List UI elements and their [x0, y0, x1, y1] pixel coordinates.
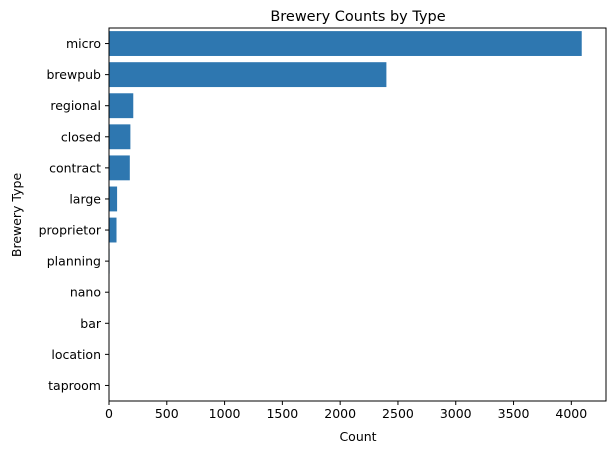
- bar-large: [109, 187, 117, 212]
- bar-closed: [109, 124, 130, 149]
- bar-regional: [109, 93, 133, 118]
- chart-title: Brewery Counts by Type: [270, 9, 445, 25]
- y-axis-label: Brewery Type: [9, 173, 24, 258]
- y-tick-label: brewpub: [46, 67, 101, 82]
- y-axis-ticks: micro brewpub regional closed contract large p…: [39, 36, 109, 393]
- y-tick-label: bar: [80, 316, 102, 331]
- x-tick-label: 3500: [498, 406, 530, 421]
- bar-brewpub: [109, 62, 386, 87]
- x-axis-label: Count: [339, 429, 376, 444]
- x-tick-label: 1000: [209, 406, 241, 421]
- x-tick-label: 2500: [382, 406, 414, 421]
- x-axis-ticks: 0 500 1000 1500 2000 2500 3000 3500 4000: [105, 401, 587, 421]
- y-tick-label: planning: [47, 254, 101, 269]
- y-tick-label: regional: [50, 98, 101, 113]
- x-tick-label: 2000: [324, 406, 356, 421]
- y-tick-label: large: [69, 191, 101, 206]
- x-tick-label: 3000: [440, 406, 472, 421]
- y-tick-label: nano: [70, 285, 101, 300]
- x-tick-label: 4000: [555, 406, 587, 421]
- y-tick-label: micro: [66, 36, 101, 51]
- x-tick-label: 0: [105, 406, 113, 421]
- y-tick-label: location: [51, 347, 101, 362]
- bar-contract: [109, 155, 130, 180]
- y-tick-label: proprietor: [39, 223, 102, 238]
- bars: [109, 31, 582, 398]
- x-tick-label: 500: [155, 406, 179, 421]
- bar-micro: [109, 31, 582, 56]
- bar-proprietor: [109, 218, 117, 243]
- y-tick-label: closed: [61, 129, 101, 144]
- x-tick-label: 1500: [266, 406, 298, 421]
- y-tick-label: contract: [49, 160, 101, 175]
- y-tick-label: taproom: [48, 378, 101, 393]
